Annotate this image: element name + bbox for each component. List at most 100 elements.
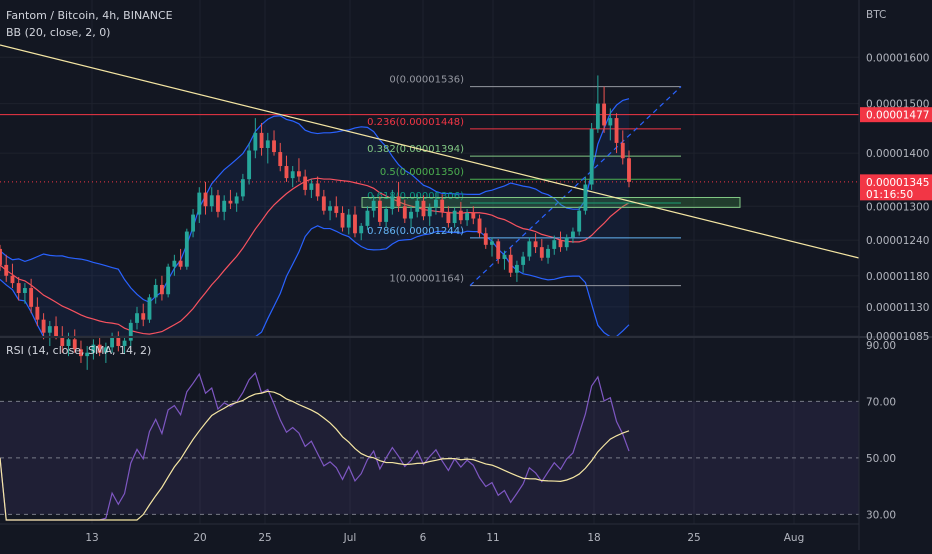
candle-body [384,209,389,222]
bb-fill [0,98,629,336]
x-tick-label: 18 [587,532,600,544]
x-tick-label: 25 [258,532,271,544]
symbol-title[interactable]: Fantom / Bitcoin, 4h, BINANCE [6,9,173,22]
candle-body [178,260,183,267]
fib-level-label: 0.236(0.00001448) [367,117,464,128]
candle-body [627,158,631,182]
x-tick-label: 20 [193,532,206,544]
candle-body [359,225,364,234]
y-tick-label: 0.00001600 [866,52,929,64]
candle-body [128,322,133,341]
price-label-bg [860,107,932,123]
candle-body [490,241,494,245]
candle-body [184,231,189,267]
candle-body [216,195,220,212]
candle-body [546,248,550,258]
candle-body [116,336,121,346]
y-tick-label: 0.00001240 [866,235,929,247]
candle-body [558,240,563,248]
candle-body [197,192,202,215]
candle-body [620,142,625,159]
candle-body [527,241,532,257]
candle-body [303,176,308,190]
candle-body [72,339,77,350]
candle-body [477,218,482,234]
candle-body [265,140,270,148]
candle-body [521,256,526,265]
candle-body [595,103,600,129]
candle-body [533,241,538,248]
rsi-y-tick-label: 50.00 [866,453,896,465]
candle-body [103,347,108,353]
y-tick-label: 0.00001180 [866,271,929,283]
candle-body [240,179,245,197]
fib-level-label: 0.382(0.00001394) [367,144,464,155]
candle-body [253,132,258,151]
candle-body [602,103,607,126]
candle-body [159,284,164,295]
price-label-bg [860,174,932,201]
candle-body [153,284,158,298]
candle-body [122,340,127,346]
fib-level-label: 0.618(0.00001306) [367,191,464,202]
candle-body [377,200,382,222]
candle-body [390,196,395,210]
candle-body [172,260,177,267]
candle-body [340,212,345,228]
candle-body [539,247,544,258]
candle-body [583,184,588,211]
candle-body [22,288,27,294]
candle-body [346,214,351,228]
candle-body [79,349,83,357]
candle-body [396,196,401,207]
candle-body [409,211,413,219]
candle-body [371,200,376,211]
candle-body [203,192,208,207]
candle-body [135,313,139,323]
rsi-indicator-label[interactable]: RSI (14, close, SMA, 14, 2) [6,344,152,357]
candle-body [421,200,426,217]
candle-body [309,183,314,190]
candle-body [589,128,594,185]
candle-body [440,199,445,212]
rsi-y-tick-label: 70.00 [866,396,896,408]
candle-body [234,196,239,204]
price-countdown: 01:16:50 [866,189,913,201]
candle-body [465,212,470,221]
bb-indicator-label[interactable]: BB (20, close, 2, 0) [6,26,111,39]
candle-body [97,344,102,353]
candle-body [110,336,115,348]
candle-body [502,254,507,259]
candle-body [147,297,152,320]
candle-body [471,212,476,219]
candle-body [66,339,71,346]
candle-body [35,306,40,320]
x-tick-label: 13 [85,532,98,544]
fib-trend-line [469,86,682,287]
candle-body [315,183,320,197]
fib-level-label: 1(0.00001164) [389,274,464,285]
candle-body [141,313,146,320]
candle-body [10,275,15,284]
fib-level-label: 0(0.00001536) [389,75,464,86]
candle-body [496,241,501,259]
candle-body [458,210,463,221]
candle-body [514,264,519,273]
candle-body [284,166,289,179]
candle-body [328,206,332,211]
candle-body [166,266,171,295]
price-label: 0.00001477 [866,110,929,122]
candle-body [614,118,619,143]
fib-level-label: 0.786(0.00001244) [367,226,464,237]
candle-body [452,210,457,224]
bb-basis [0,177,630,335]
x-tick-label: 6 [420,532,427,544]
candle-body [483,233,488,245]
candle-body [0,248,2,265]
candle-body [247,150,252,180]
support-zone-rect [361,196,741,208]
candle-body [415,200,420,212]
candle-body [85,352,90,357]
